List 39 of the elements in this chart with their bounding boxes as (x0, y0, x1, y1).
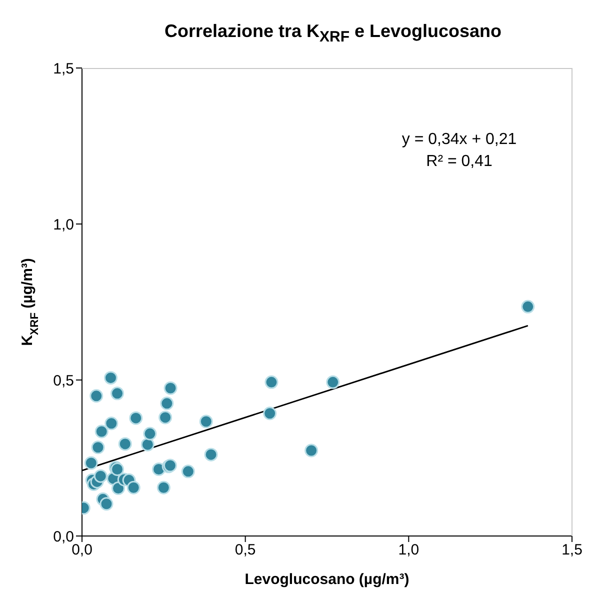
y-tick-label: 0,0 (53, 528, 74, 546)
point (199, 414, 213, 428)
annotation: y = 0,34x + 0,21 (400, 130, 518, 150)
point (143, 426, 157, 440)
chart-title: Correlazione tra K$_{XRF}$ e Levoglucosano (164, 20, 502, 46)
point (156, 480, 170, 494)
annotation: R² = 0,41 (425, 152, 494, 172)
point (118, 437, 132, 451)
y-tick-label: 1,0 (53, 216, 74, 234)
point (181, 464, 195, 478)
x-tick-label: 0,0 (72, 542, 92, 559)
point (521, 300, 535, 314)
point (104, 416, 118, 430)
point (326, 375, 340, 389)
point (126, 480, 140, 494)
x-tick-label: 0,5 (234, 542, 256, 559)
point (263, 406, 277, 420)
point (84, 456, 98, 470)
point (129, 411, 143, 425)
point (140, 438, 154, 452)
point (91, 440, 105, 454)
point (304, 444, 318, 458)
point (94, 424, 108, 438)
x-tick-label: 1,5 (562, 542, 582, 559)
x-axis-title: Levoglucosano (µg/m³) (244, 571, 410, 588)
point (100, 497, 114, 511)
point (160, 396, 174, 410)
point (112, 482, 126, 496)
point (104, 371, 118, 385)
point (90, 389, 104, 403)
y-tick-label: 1,5 (53, 60, 74, 78)
point (94, 469, 108, 483)
x-tick-label: 1,0 (398, 542, 420, 559)
point (204, 448, 218, 462)
point (110, 386, 124, 400)
y-tick-label: 0,5 (53, 372, 74, 390)
point (264, 375, 278, 389)
point (164, 381, 178, 395)
point (158, 410, 172, 424)
